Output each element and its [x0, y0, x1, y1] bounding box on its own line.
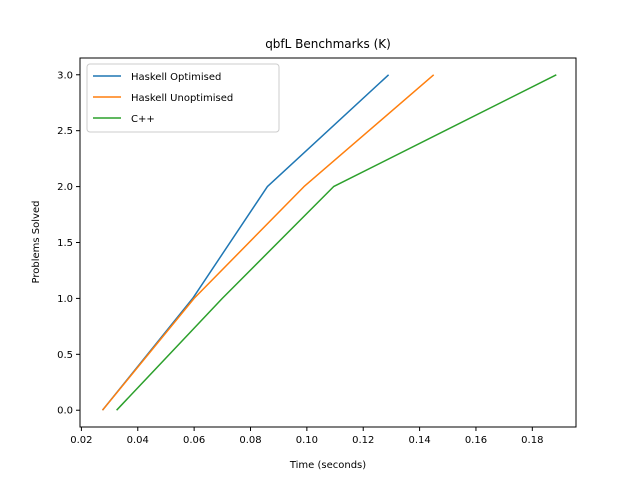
y-tick-label: 0.5 [57, 350, 73, 361]
chart-title: qbfL Benchmarks (K) [265, 37, 391, 51]
series-line-1 [101, 74, 435, 411]
y-tick-label: 2.5 [57, 126, 73, 137]
x-tick-label: 0.08 [239, 435, 261, 446]
y-axis: 0.0 0.5 1.0 1.5 2.0 2.5 3.0 [57, 70, 80, 417]
x-axis-label: Time (seconds) [289, 460, 366, 471]
x-tick-label: 0.10 [296, 435, 318, 446]
y-tick-label: 0.0 [57, 406, 73, 417]
y-tick-label: 1.5 [57, 238, 73, 249]
x-tick-label: 0.04 [127, 435, 149, 446]
y-tick-label: 2.0 [57, 182, 73, 193]
x-tick-label: 0.18 [521, 435, 543, 446]
series-line-2 [116, 74, 557, 411]
x-tick-label: 0.12 [352, 435, 374, 446]
legend-box [86, 63, 280, 133]
y-tick-label: 1.0 [57, 294, 73, 305]
x-tick-label: 0.14 [408, 435, 430, 446]
legend-label: Haskell Optimised [131, 72, 221, 83]
legend-label: Haskell Unoptimised [131, 93, 233, 104]
plot-lines [101, 74, 557, 411]
y-tick-label: 3.0 [57, 70, 73, 81]
legend-label: C++ [131, 114, 155, 125]
x-tick-label: 0.06 [183, 435, 205, 446]
legend: Haskell Optimised Haskell Unoptimised C++ [86, 63, 280, 133]
x-axis: 0.02 0.04 0.06 0.08 0.10 0.12 0.14 0.16 0.18 [70, 427, 543, 446]
x-tick-label: 0.02 [70, 435, 92, 446]
x-tick-label: 0.16 [465, 435, 487, 446]
y-axis-label: Problems Solved [31, 201, 42, 284]
